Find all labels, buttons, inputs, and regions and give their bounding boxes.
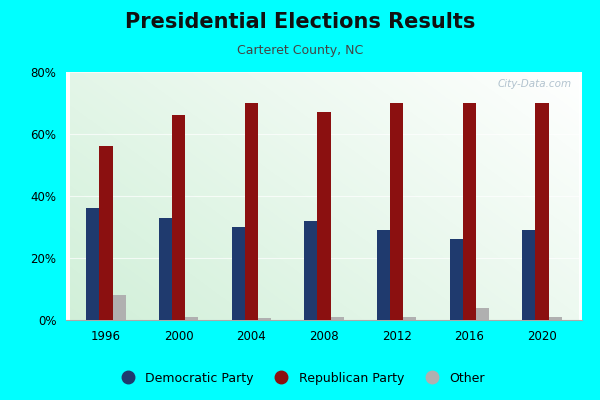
- Bar: [535, 103, 548, 320]
- Bar: [172, 115, 185, 320]
- Bar: [86, 208, 100, 320]
- Bar: [317, 112, 331, 320]
- Bar: [258, 318, 271, 320]
- Bar: [390, 103, 403, 320]
- Bar: [100, 146, 113, 320]
- Bar: [185, 317, 198, 320]
- Text: Carteret County, NC: Carteret County, NC: [237, 44, 363, 57]
- Bar: [450, 239, 463, 320]
- Bar: [476, 308, 489, 320]
- Legend: Democratic Party, Republican Party, Other: Democratic Party, Republican Party, Othe…: [110, 367, 490, 390]
- Bar: [159, 218, 172, 320]
- Bar: [403, 317, 416, 320]
- Bar: [113, 295, 125, 320]
- Bar: [548, 317, 562, 320]
- Text: City-Data.com: City-Data.com: [497, 80, 572, 90]
- Bar: [245, 103, 258, 320]
- Bar: [377, 230, 390, 320]
- Bar: [463, 103, 476, 320]
- Bar: [331, 317, 344, 320]
- Bar: [304, 221, 317, 320]
- Text: Presidential Elections Results: Presidential Elections Results: [125, 12, 475, 32]
- Bar: [523, 230, 535, 320]
- Bar: [232, 227, 245, 320]
